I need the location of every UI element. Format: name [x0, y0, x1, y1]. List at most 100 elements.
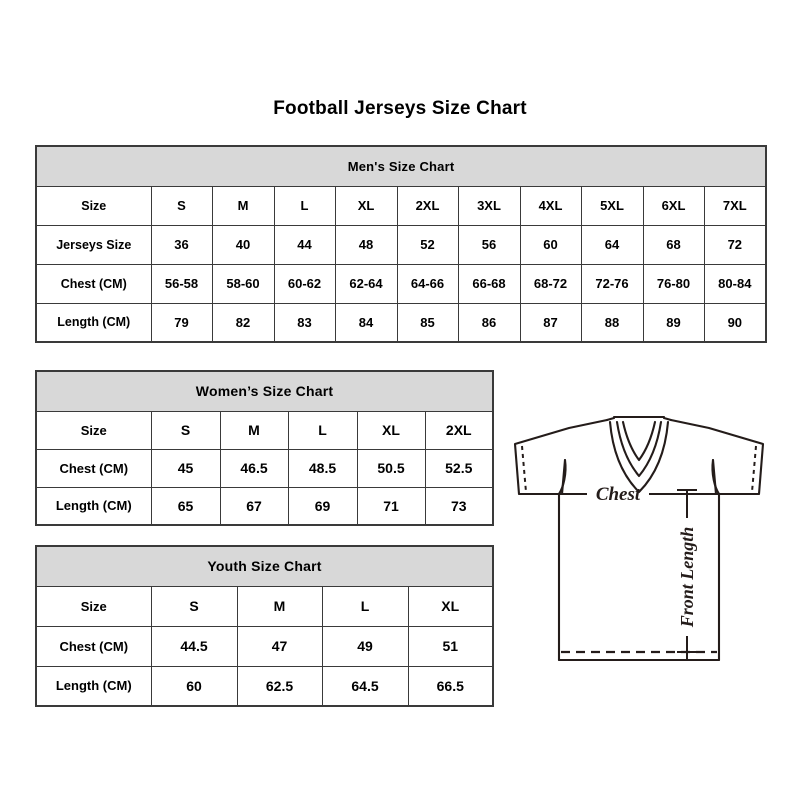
table-row: Length (CM) 65 67 69 71 73 — [35, 486, 494, 526]
front-length-label: Front Length — [677, 527, 697, 629]
table-row: Chest (CM) 45 46.5 48.5 50.5 52.5 — [35, 448, 494, 488]
table-cell: 79 — [150, 302, 213, 343]
table-cell: 60 — [519, 224, 582, 265]
table-row: Length (CM) 79 82 83 84 85 86 87 88 89 9… — [35, 302, 767, 343]
table-cell: 86 — [457, 302, 521, 343]
youth-size-table: Youth Size Chart Size S M L XL Chest (CM… — [35, 545, 494, 707]
table-cell: 51 — [407, 625, 494, 667]
table-row: Chest (CM) 56-58 58-60 60-62 62-64 64-66… — [35, 263, 767, 304]
table-cell: 83 — [273, 302, 336, 343]
column-header-m: M — [219, 410, 289, 450]
womens-size-table: Women’s Size Chart Size S M L XL 2XL Che… — [35, 370, 495, 526]
table-cell: 36 — [150, 224, 213, 265]
column-header-m: M — [211, 185, 275, 226]
column-header-s: S — [150, 410, 221, 450]
table-header-row: Size S M L XL 2XL — [35, 410, 494, 450]
row-label: Chest (CM) — [35, 625, 152, 667]
mens-size-table: Men's Size Chart Size S M L XL 2XL 3XL 4… — [35, 145, 768, 343]
column-header-5xl: 5XL — [580, 185, 644, 226]
column-header-2xl: 2XL — [424, 410, 494, 450]
row-label: Length (CM) — [35, 486, 152, 526]
table-cell: 56 — [457, 224, 521, 265]
table-cell: 89 — [642, 302, 705, 343]
table-cell: 66-68 — [457, 263, 521, 304]
column-header-xl: XL — [334, 185, 398, 226]
table-cell: 84 — [334, 302, 398, 343]
table-cell: 58-60 — [211, 263, 275, 304]
table-cell: 66.5 — [407, 665, 494, 707]
column-header-size: Size — [35, 585, 152, 627]
table-cell: 52 — [396, 224, 459, 265]
table-cell: 71 — [356, 486, 426, 526]
table-cell: 64-66 — [396, 263, 459, 304]
row-label: Chest (CM) — [35, 448, 152, 488]
chest-label: Chest — [596, 484, 641, 505]
row-label: Chest (CM) — [35, 263, 152, 304]
column-header-l: L — [273, 185, 336, 226]
table-cell: 44.5 — [150, 625, 238, 667]
table-cell: 49 — [321, 625, 409, 667]
table-cell: 50.5 — [356, 448, 426, 488]
table-cell: 44 — [273, 224, 336, 265]
table-cell: 67 — [219, 486, 289, 526]
row-label: Length (CM) — [35, 302, 152, 343]
table-cell: 62.5 — [236, 665, 323, 707]
column-header-m: M — [236, 585, 323, 627]
jersey-measurement-diagram: Chest Front Length — [497, 398, 777, 688]
table-cell: 65 — [150, 486, 221, 526]
table-title-row: Youth Size Chart — [35, 545, 494, 587]
table-cell: 68 — [642, 224, 705, 265]
table-cell: 82 — [211, 302, 275, 343]
column-header-s: S — [150, 585, 238, 627]
table-header-row: Size S M L XL — [35, 585, 494, 627]
right-cuff-stitch-icon — [751, 445, 757, 493]
column-header-xl: XL — [356, 410, 426, 450]
column-header-3xl: 3XL — [457, 185, 521, 226]
table-cell: 62-64 — [334, 263, 398, 304]
table-row: Jerseys Size 36 40 44 48 52 56 60 64 68 … — [35, 224, 767, 265]
column-header-l: L — [321, 585, 409, 627]
table-cell: 40 — [211, 224, 275, 265]
table-cell: 69 — [287, 486, 358, 526]
column-header-4xl: 4XL — [519, 185, 582, 226]
table-cell: 76-80 — [642, 263, 705, 304]
jersey-outline-icon — [513, 415, 765, 662]
table-cell: 46.5 — [219, 448, 289, 488]
youth-table-title: Youth Size Chart — [35, 545, 494, 587]
table-cell: 60 — [150, 665, 238, 707]
table-title-row: Men's Size Chart — [35, 145, 767, 187]
table-cell: 90 — [703, 302, 767, 343]
table-cell: 80-84 — [703, 263, 767, 304]
left-cuff-stitch-icon — [521, 445, 527, 493]
table-cell: 72 — [703, 224, 767, 265]
table-header-row: Size S M L XL 2XL 3XL 4XL 5XL 6XL 7XL — [35, 185, 767, 226]
table-cell: 48.5 — [287, 448, 358, 488]
table-cell: 56-58 — [150, 263, 213, 304]
table-cell: 64.5 — [321, 665, 409, 707]
table-cell: 64 — [580, 224, 644, 265]
table-cell: 45 — [150, 448, 221, 488]
table-cell: 60-62 — [273, 263, 336, 304]
column-header-s: S — [150, 185, 213, 226]
mens-table-title: Men's Size Chart — [35, 145, 767, 187]
table-row: Chest (CM) 44.5 47 49 51 — [35, 625, 494, 667]
table-cell: 88 — [580, 302, 644, 343]
table-cell: 52.5 — [424, 448, 494, 488]
table-cell: 87 — [519, 302, 582, 343]
column-header-xl: XL — [407, 585, 494, 627]
table-row: Length (CM) 60 62.5 64.5 66.5 — [35, 665, 494, 707]
page-title: Football Jerseys Size Chart — [273, 98, 527, 119]
row-label: Jerseys Size — [35, 224, 152, 265]
table-cell: 47 — [236, 625, 323, 667]
table-cell: 73 — [424, 486, 494, 526]
table-cell: 68-72 — [519, 263, 582, 304]
column-header-size: Size — [35, 185, 152, 226]
table-cell: 72-76 — [580, 263, 644, 304]
column-header-l: L — [287, 410, 358, 450]
column-header-7xl: 7XL — [703, 185, 767, 226]
table-title-row: Women’s Size Chart — [35, 370, 494, 412]
row-label: Length (CM) — [35, 665, 152, 707]
column-header-2xl: 2XL — [396, 185, 459, 226]
column-header-6xl: 6XL — [642, 185, 705, 226]
